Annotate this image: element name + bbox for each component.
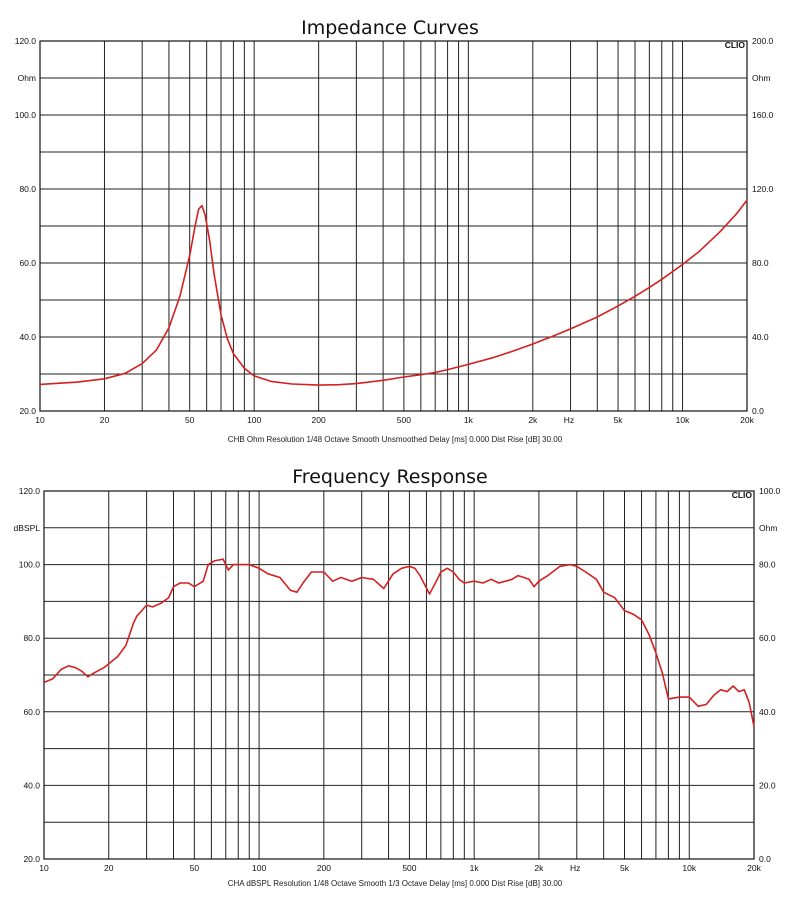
- x-axis-tick-label: 10k: [676, 415, 690, 425]
- x-axis-tick-label: 2k: [534, 863, 544, 873]
- left-axis-tick-label: 120.0: [19, 486, 41, 496]
- left-axis-tick-label: 20.0: [23, 854, 40, 864]
- x-axis-tick-label: 500: [397, 415, 411, 425]
- x-axis-tick-label: 500: [402, 863, 416, 873]
- right-axis-tick-label: 160.0: [752, 110, 774, 120]
- left-axis-tick-label: 100.0: [15, 110, 37, 120]
- right-axis-tick-label: 120.0: [752, 184, 774, 194]
- right-axis-tick-label: 100.0: [759, 486, 781, 496]
- frequency-response-chart: 20.0 0.0 40.0 20.0 60.0 40.0 80.0 60.0 100.0 80.0…: [14, 486, 781, 873]
- clio-logo: CLIO: [725, 40, 746, 50]
- right-axis-tick-label: 0.0: [752, 406, 764, 416]
- left-axis-tick-label: 20.0: [19, 406, 36, 416]
- x-axis-tick-label: 10k: [682, 863, 696, 873]
- x-axis-tick-label: 20: [100, 415, 110, 425]
- x-axis-tick-label: 5k: [614, 415, 624, 425]
- left-axis-tick-label: dBSPL: [14, 523, 41, 533]
- right-axis-tick-label: 40.0: [752, 332, 769, 342]
- left-axis-tick-label: 40.0: [19, 332, 36, 342]
- clio-logo: CLIO: [732, 490, 753, 500]
- left-axis-tick-label: 60.0: [23, 707, 40, 717]
- plot-frame: [39, 40, 748, 412]
- right-axis-tick-label: 0.0: [759, 854, 771, 864]
- x-axis-unit-label: Hz: [564, 415, 574, 425]
- plot-frame: [43, 490, 755, 860]
- left-axis-tick-label: 100.0: [19, 560, 41, 570]
- x-axis-tick-label: 1k: [470, 863, 480, 873]
- chart-caption: CHB Ohm Resolution 1/48 Octave Smooth Un…: [227, 435, 563, 444]
- right-axis-tick-label: 20.0: [759, 780, 776, 790]
- right-axis-tick-label: 200.0: [752, 36, 774, 46]
- x-axis-tick-label: 50: [190, 863, 200, 873]
- right-axis-tick-label: 40.0: [759, 707, 776, 717]
- series-line: [39, 199, 748, 386]
- left-axis-tick-label: 120.0: [15, 36, 37, 46]
- x-axis-tick-label: 50: [185, 415, 195, 425]
- x-axis-tick-label: 20k: [740, 415, 754, 425]
- right-axis-tick-label: 60.0: [759, 633, 776, 643]
- frequency-response-chart-panel: Frequency Response 20.0 0.0 40.0 20.0 60.0 40…: [0, 455, 800, 911]
- right-axis-tick-label: 80.0: [759, 560, 776, 570]
- x-axis-tick-label: 10: [35, 415, 45, 425]
- x-axis-tick-label: 10: [39, 863, 49, 873]
- x-axis-tick-label: 20: [104, 863, 114, 873]
- left-axis-tick-label: Ohm: [18, 73, 36, 83]
- chart-title: Impedance Curves: [301, 17, 479, 39]
- impedance-chart: 20.0 0.0 40.0 40.0 60.0 80.0 80.0 120.0 100.0 160…: [15, 36, 774, 425]
- impedance-chart-panel: Impedance Curves 20.0 0.0 40.0 40.0 60.0 80.0…: [0, 0, 800, 455]
- x-axis-unit-label: Hz: [570, 863, 580, 873]
- right-axis-tick-label: Ohm: [759, 523, 777, 533]
- left-axis-tick-label: 40.0: [23, 780, 40, 790]
- left-axis-tick-label: 60.0: [19, 258, 36, 268]
- series-line: [43, 558, 755, 727]
- x-axis-tick-label: 100: [247, 415, 261, 425]
- x-axis-tick-label: 5k: [620, 863, 630, 873]
- x-axis-tick-label: 200: [312, 415, 326, 425]
- left-axis-tick-label: 80.0: [19, 184, 36, 194]
- x-axis-tick-label: 20k: [747, 863, 761, 873]
- right-axis-tick-label: 80.0: [752, 258, 769, 268]
- x-axis-tick-label: 2k: [528, 415, 538, 425]
- x-axis-tick-label: 200: [317, 863, 331, 873]
- x-axis-tick-label: 100: [252, 863, 266, 873]
- chart-title: Frequency Response: [292, 466, 488, 488]
- x-axis-tick-label: 1k: [464, 415, 474, 425]
- chart-caption: CHA dBSPL Resolution 1/48 Octave Smooth …: [227, 879, 563, 888]
- right-axis-tick-label: Ohm: [752, 73, 770, 83]
- left-axis-tick-label: 80.0: [23, 633, 40, 643]
